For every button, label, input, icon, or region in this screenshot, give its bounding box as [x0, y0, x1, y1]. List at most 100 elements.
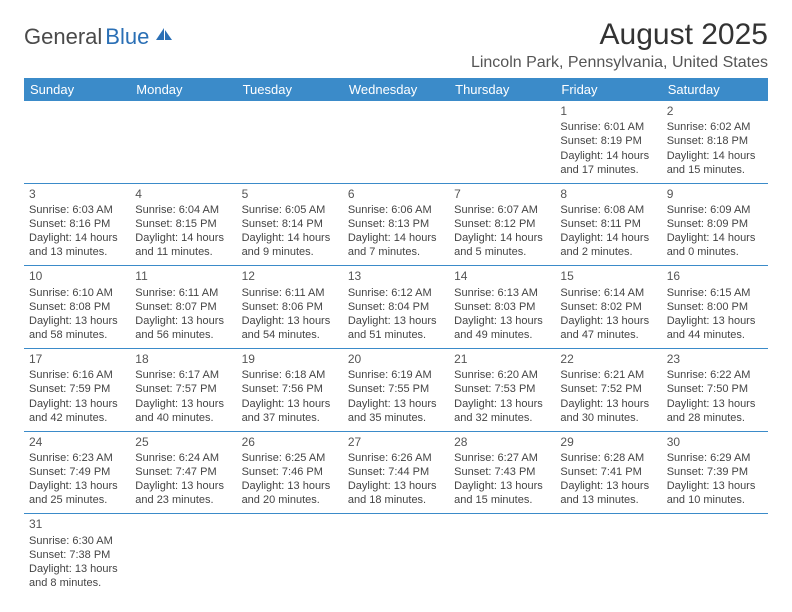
daylight-text: Daylight: 14 hours and 17 minutes. [560, 149, 656, 177]
day-number: 9 [667, 187, 763, 202]
sunrise-text: Sunrise: 6:18 AM [242, 368, 338, 382]
sunrise-text: Sunrise: 6:11 AM [242, 286, 338, 300]
day-number: 30 [667, 435, 763, 450]
calendar-day-cell: 13Sunrise: 6:12 AMSunset: 8:04 PMDayligh… [343, 266, 449, 349]
calendar-day-cell: 21Sunrise: 6:20 AMSunset: 7:53 PMDayligh… [449, 349, 555, 432]
sunrise-text: Sunrise: 6:10 AM [29, 286, 125, 300]
calendar-week-row: 31Sunrise: 6:30 AMSunset: 7:38 PMDayligh… [24, 514, 768, 596]
sunrise-text: Sunrise: 6:21 AM [560, 368, 656, 382]
daylight-text: Daylight: 13 hours and 35 minutes. [348, 397, 444, 425]
sunset-text: Sunset: 8:06 PM [242, 300, 338, 314]
logo-text-general: General [24, 24, 102, 50]
sunrise-text: Sunrise: 6:11 AM [135, 286, 231, 300]
day-number: 17 [29, 352, 125, 367]
sunrise-text: Sunrise: 6:26 AM [348, 451, 444, 465]
sunset-text: Sunset: 8:12 PM [454, 217, 550, 231]
calendar-day-cell: 7Sunrise: 6:07 AMSunset: 8:12 PMDaylight… [449, 183, 555, 266]
sunset-text: Sunset: 7:43 PM [454, 465, 550, 479]
daylight-text: Daylight: 14 hours and 7 minutes. [348, 231, 444, 259]
daylight-text: Daylight: 14 hours and 15 minutes. [667, 149, 763, 177]
sunrise-text: Sunrise: 6:23 AM [29, 451, 125, 465]
header: General Blue August 2025 Lincoln Park, P… [24, 18, 768, 72]
sunrise-text: Sunrise: 6:28 AM [560, 451, 656, 465]
calendar-week-row: 24Sunrise: 6:23 AMSunset: 7:49 PMDayligh… [24, 431, 768, 514]
weekday-header: Monday [130, 78, 236, 101]
weekday-header: Sunday [24, 78, 130, 101]
weekday-header: Saturday [662, 78, 768, 101]
sunrise-text: Sunrise: 6:03 AM [29, 203, 125, 217]
day-number: 10 [29, 269, 125, 284]
daylight-text: Daylight: 13 hours and 40 minutes. [135, 397, 231, 425]
calendar-week-row: 3Sunrise: 6:03 AMSunset: 8:16 PMDaylight… [24, 183, 768, 266]
sunrise-text: Sunrise: 6:29 AM [667, 451, 763, 465]
daylight-text: Daylight: 13 hours and 10 minutes. [667, 479, 763, 507]
calendar-day-cell: 28Sunrise: 6:27 AMSunset: 7:43 PMDayligh… [449, 431, 555, 514]
sunset-text: Sunset: 8:08 PM [29, 300, 125, 314]
sunrise-text: Sunrise: 6:09 AM [667, 203, 763, 217]
day-number: 6 [348, 187, 444, 202]
calendar-day-cell [449, 514, 555, 596]
daylight-text: Daylight: 13 hours and 25 minutes. [29, 479, 125, 507]
calendar-day-cell: 30Sunrise: 6:29 AMSunset: 7:39 PMDayligh… [662, 431, 768, 514]
daylight-text: Daylight: 13 hours and 47 minutes. [560, 314, 656, 342]
day-number: 1 [560, 104, 656, 119]
daylight-text: Daylight: 13 hours and 32 minutes. [454, 397, 550, 425]
calendar-day-cell: 24Sunrise: 6:23 AMSunset: 7:49 PMDayligh… [24, 431, 130, 514]
sunset-text: Sunset: 8:18 PM [667, 134, 763, 148]
sunset-text: Sunset: 7:38 PM [29, 548, 125, 562]
daylight-text: Daylight: 13 hours and 20 minutes. [242, 479, 338, 507]
sunrise-text: Sunrise: 6:25 AM [242, 451, 338, 465]
calendar-day-cell: 19Sunrise: 6:18 AMSunset: 7:56 PMDayligh… [237, 349, 343, 432]
sunrise-text: Sunrise: 6:04 AM [135, 203, 231, 217]
day-number: 12 [242, 269, 338, 284]
calendar-day-cell [343, 514, 449, 596]
daylight-text: Daylight: 13 hours and 23 minutes. [135, 479, 231, 507]
sunset-text: Sunset: 8:11 PM [560, 217, 656, 231]
calendar-day-cell [24, 101, 130, 183]
sunrise-text: Sunrise: 6:05 AM [242, 203, 338, 217]
daylight-text: Daylight: 14 hours and 0 minutes. [667, 231, 763, 259]
daylight-text: Daylight: 13 hours and 42 minutes. [29, 397, 125, 425]
calendar-day-cell: 9Sunrise: 6:09 AMSunset: 8:09 PMDaylight… [662, 183, 768, 266]
sunset-text: Sunset: 7:50 PM [667, 382, 763, 396]
location-subtitle: Lincoln Park, Pennsylvania, United State… [471, 54, 768, 72]
calendar-body: 1Sunrise: 6:01 AMSunset: 8:19 PMDaylight… [24, 101, 768, 596]
calendar-table: Sunday Monday Tuesday Wednesday Thursday… [24, 78, 768, 596]
calendar-day-cell: 25Sunrise: 6:24 AMSunset: 7:47 PMDayligh… [130, 431, 236, 514]
sunset-text: Sunset: 8:02 PM [560, 300, 656, 314]
calendar-day-cell: 22Sunrise: 6:21 AMSunset: 7:52 PMDayligh… [555, 349, 661, 432]
day-number: 14 [454, 269, 550, 284]
sunset-text: Sunset: 8:03 PM [454, 300, 550, 314]
sunrise-text: Sunrise: 6:30 AM [29, 534, 125, 548]
day-number: 24 [29, 435, 125, 450]
day-number: 22 [560, 352, 656, 367]
day-number: 3 [29, 187, 125, 202]
calendar-day-cell: 27Sunrise: 6:26 AMSunset: 7:44 PMDayligh… [343, 431, 449, 514]
sunrise-text: Sunrise: 6:07 AM [454, 203, 550, 217]
sunset-text: Sunset: 8:09 PM [667, 217, 763, 231]
sunrise-text: Sunrise: 6:17 AM [135, 368, 231, 382]
calendar-day-cell: 6Sunrise: 6:06 AMSunset: 8:13 PMDaylight… [343, 183, 449, 266]
calendar-day-cell [343, 101, 449, 183]
day-number: 5 [242, 187, 338, 202]
sunrise-text: Sunrise: 6:12 AM [348, 286, 444, 300]
sunrise-text: Sunrise: 6:15 AM [667, 286, 763, 300]
sunrise-text: Sunrise: 6:08 AM [560, 203, 656, 217]
sunrise-text: Sunrise: 6:02 AM [667, 120, 763, 134]
sunset-text: Sunset: 7:59 PM [29, 382, 125, 396]
weekday-header: Tuesday [237, 78, 343, 101]
daylight-text: Daylight: 13 hours and 51 minutes. [348, 314, 444, 342]
daylight-text: Daylight: 13 hours and 49 minutes. [454, 314, 550, 342]
daylight-text: Daylight: 13 hours and 28 minutes. [667, 397, 763, 425]
calendar-day-cell: 15Sunrise: 6:14 AMSunset: 8:02 PMDayligh… [555, 266, 661, 349]
calendar-day-cell: 23Sunrise: 6:22 AMSunset: 7:50 PMDayligh… [662, 349, 768, 432]
day-number: 25 [135, 435, 231, 450]
day-number: 13 [348, 269, 444, 284]
day-number: 28 [454, 435, 550, 450]
sunrise-text: Sunrise: 6:06 AM [348, 203, 444, 217]
calendar-day-cell: 20Sunrise: 6:19 AMSunset: 7:55 PMDayligh… [343, 349, 449, 432]
daylight-text: Daylight: 13 hours and 44 minutes. [667, 314, 763, 342]
calendar-day-cell [449, 101, 555, 183]
day-number: 29 [560, 435, 656, 450]
sunset-text: Sunset: 8:15 PM [135, 217, 231, 231]
